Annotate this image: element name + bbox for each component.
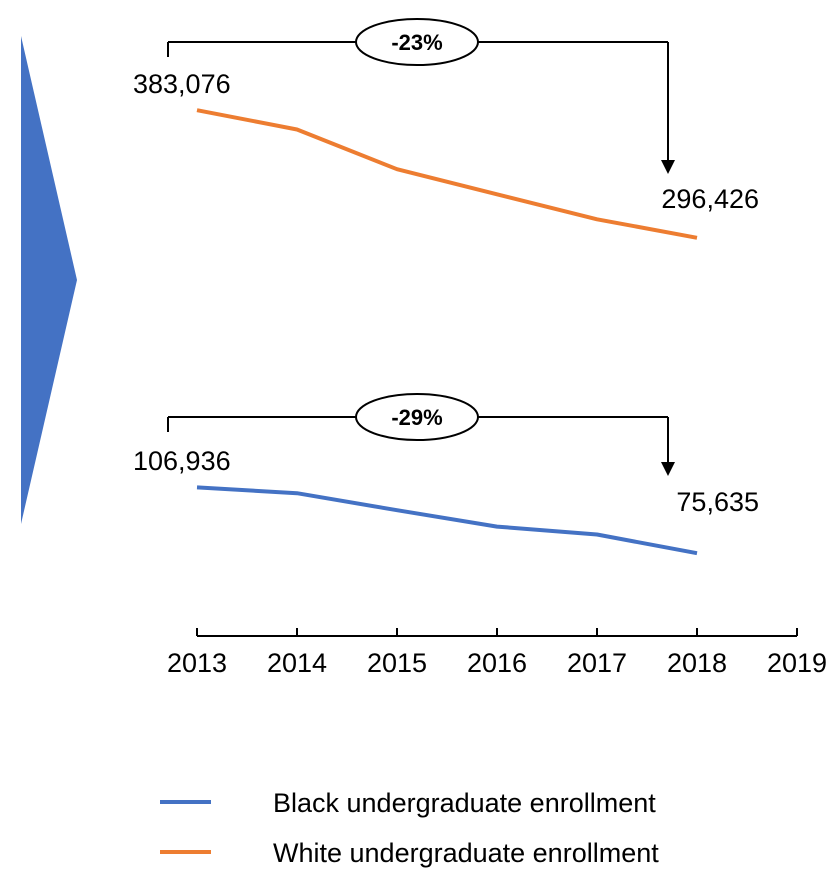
x-tick-label: 2018 [667,648,727,678]
annotation-layer: -29% 106,936 75,635 -23% 383,076 296,426 [133,18,759,517]
down-arrow-icon [661,160,675,174]
series-line-white [196,108,698,240]
legend-label-white: White undergraduate enrollment [273,838,659,868]
down-arrow-icon [661,462,675,476]
end-value-label: 296,426 [661,184,759,214]
x-tick-label: 2017 [567,648,627,678]
change-percent-label: -29% [391,405,442,430]
x-tick-label: 2016 [467,648,527,678]
x-tick-label: 2014 [267,648,327,678]
x-axis: 2013 2014 2015 2016 2017 2018 2019 [167,628,827,678]
series-line-black [196,485,698,556]
legend-label-black: Black undergraduate enrollment [273,788,656,818]
x-tick-label: 2015 [367,648,427,678]
start-value-label: 106,936 [133,446,231,476]
change-percent-label: -23% [391,30,442,55]
chevron-arrow-shape [21,36,77,524]
x-tick-label: 2019 [767,648,827,678]
legend: Black undergraduate enrollment White und… [160,788,659,868]
x-tick-label: 2013 [167,648,227,678]
change-ellipse [355,18,479,66]
series-layer [196,108,698,556]
end-value-label: 75,635 [676,487,759,517]
change-ellipse [355,393,479,441]
start-value-label: 383,076 [133,69,231,99]
